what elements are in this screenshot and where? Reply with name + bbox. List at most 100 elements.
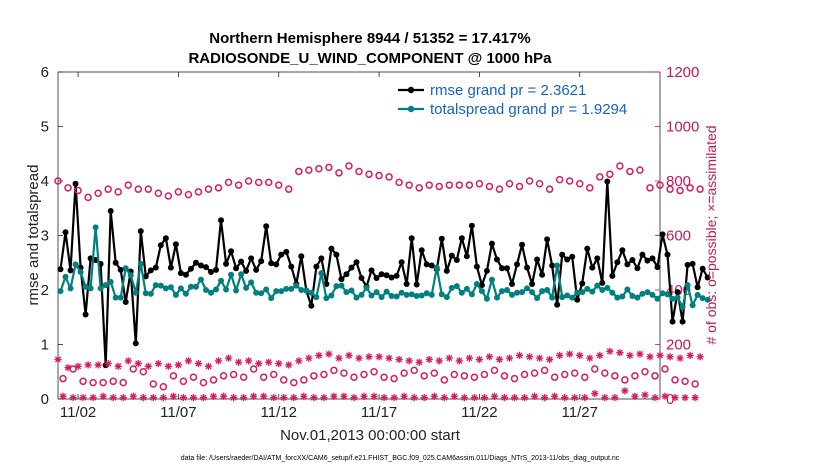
data-point: [119, 378, 127, 387]
data-point: [159, 394, 167, 402]
data-point: [213, 286, 220, 293]
data-point: [646, 353, 654, 361]
data-point: [375, 171, 383, 180]
data-point: [443, 267, 450, 274]
data-point: [340, 369, 348, 377]
data-point: [679, 303, 686, 310]
data-point: [671, 394, 679, 402]
data-point: [569, 253, 576, 260]
data-point: [539, 271, 546, 278]
data-point: [398, 289, 405, 296]
data-point: [559, 251, 566, 258]
data-point: [162, 285, 169, 292]
data-point: [559, 294, 566, 301]
y-right-tick-label: 600: [666, 228, 691, 245]
data-point: [208, 269, 215, 276]
data-point: [204, 185, 213, 193]
data-point: [202, 264, 209, 271]
data-point: [333, 251, 340, 258]
data-point: [213, 266, 220, 273]
data-point: [243, 267, 250, 274]
data-point: [169, 392, 177, 400]
data-point: [179, 377, 188, 386]
data-point: [448, 252, 455, 259]
data-point: [77, 269, 84, 276]
data-point: [373, 289, 380, 296]
y-right-tick-label: 0: [666, 391, 674, 408]
data-point: [258, 258, 265, 265]
plot-area: 11/02 11/07 11/12 11/17 11/22 11/27 0 1 2 3 4 5 6 0 20…: [41, 64, 711, 421]
data-point: [524, 264, 531, 271]
data-point: [308, 302, 315, 309]
data-point: [82, 283, 89, 290]
data-point: [260, 392, 268, 400]
data-point: [621, 387, 629, 395]
data-point: [209, 376, 218, 384]
data-point: [661, 392, 669, 400]
data-point: [390, 394, 398, 402]
data-point: [676, 354, 684, 362]
data-point: [218, 217, 225, 224]
data-point: [152, 264, 159, 271]
data-point: [435, 357, 443, 365]
data-point: [208, 289, 215, 296]
data-point: [250, 392, 258, 400]
data-point: [273, 288, 280, 295]
data-point: [674, 294, 681, 301]
data-point: [440, 376, 449, 384]
data-point: [84, 193, 92, 202]
data-point: [300, 392, 308, 400]
data-point: [310, 372, 318, 380]
data-point: [619, 247, 626, 254]
data-point: [664, 291, 671, 298]
data-point: [443, 294, 450, 301]
data-point: [619, 293, 626, 300]
data-point: [149, 394, 157, 402]
data-point: [519, 241, 526, 248]
data-point: [57, 288, 64, 295]
data-point: [67, 285, 74, 292]
data-point: [423, 290, 430, 297]
data-point: [579, 289, 586, 296]
data-point: [550, 373, 559, 381]
data-point: [174, 361, 182, 369]
data-point: [57, 266, 64, 273]
data-point: [614, 294, 621, 301]
data-point: [498, 288, 505, 295]
data-point: [393, 293, 400, 300]
data-point: [591, 389, 599, 398]
data-point: [72, 261, 79, 268]
data-point: [355, 167, 363, 176]
data-point: [400, 369, 408, 377]
series-2: [54, 162, 704, 202]
data-point: [681, 394, 689, 402]
legend-swatch-marker: [407, 86, 415, 94]
data-point: [119, 394, 127, 402]
data-point: [325, 350, 333, 358]
data-point: [74, 186, 82, 195]
data-point: [644, 257, 651, 264]
data-point: [629, 257, 636, 264]
data-point: [177, 285, 184, 292]
data-point: [380, 394, 388, 402]
data-point: [137, 228, 144, 235]
data-point: [604, 178, 611, 185]
data-point: [564, 256, 571, 263]
data-point: [184, 190, 193, 199]
data-point: [465, 181, 474, 189]
data-point: [430, 369, 438, 377]
data-point: [350, 373, 358, 381]
data-point: [659, 231, 666, 238]
data-point: [109, 377, 117, 386]
data-point: [172, 241, 179, 248]
data-point: [594, 255, 601, 262]
data-point: [519, 289, 526, 296]
data-point: [554, 262, 561, 269]
data-point: [167, 264, 174, 271]
data-point: [564, 292, 571, 299]
data-point: [561, 394, 569, 402]
data-point: [89, 394, 97, 402]
data-point: [649, 291, 656, 298]
data-point: [79, 377, 87, 386]
data-point: [335, 169, 343, 177]
